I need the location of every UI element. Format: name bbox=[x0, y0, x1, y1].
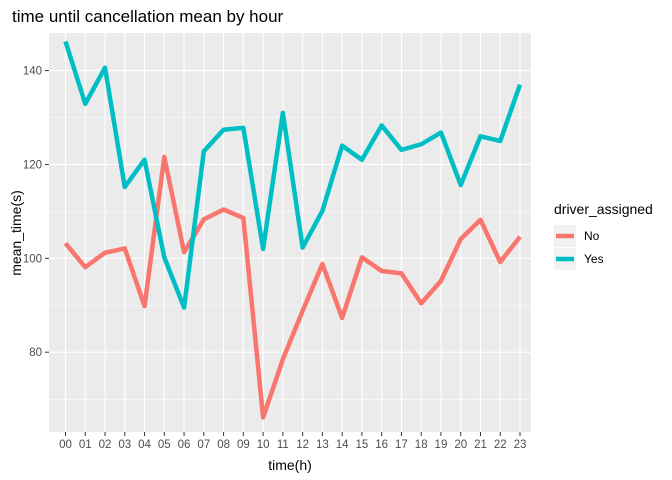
y-tick-label: 100 bbox=[23, 253, 42, 265]
x-tick-label: 09 bbox=[237, 439, 250, 451]
x-tick-label: 08 bbox=[217, 439, 230, 451]
y-axis-label: mean_time(s) bbox=[8, 190, 24, 276]
x-tick-label: 01 bbox=[79, 439, 92, 451]
chart-title: time until cancellation mean by hour bbox=[12, 7, 284, 26]
legend-item: Yes bbox=[554, 248, 604, 270]
y-tick-label: 80 bbox=[29, 347, 42, 359]
x-tick-label: 20 bbox=[454, 439, 467, 451]
x-tick-label: 03 bbox=[118, 439, 131, 451]
x-tick-label: 23 bbox=[514, 439, 527, 451]
legend-item: No bbox=[554, 225, 600, 247]
x-tick-label: 05 bbox=[158, 439, 171, 451]
x-tick-label: 12 bbox=[296, 439, 309, 451]
x-tick-label: 17 bbox=[395, 439, 408, 451]
legend-title: driver_assigned bbox=[554, 201, 653, 217]
legend-label: Yes bbox=[584, 252, 604, 266]
x-axis: 00 01 02 03 04 05 06 07 08 09 10 11 12 13 14 15 16 17 18 19… bbox=[59, 432, 526, 451]
x-tick-label: 00 bbox=[59, 439, 72, 451]
legend-label: No bbox=[584, 229, 600, 243]
x-tick-label: 10 bbox=[257, 439, 270, 451]
y-tick-label: 140 bbox=[23, 66, 42, 78]
x-tick-label: 11 bbox=[277, 439, 289, 451]
series-line-yes bbox=[63, 40, 523, 310]
x-tick-label: 13 bbox=[316, 439, 329, 451]
series-line-no bbox=[63, 154, 522, 420]
legend-items: No Yes bbox=[554, 225, 604, 270]
x-tick-label: 18 bbox=[415, 439, 428, 451]
x-axis-label: time(h) bbox=[268, 457, 312, 473]
x-tick-label: 04 bbox=[138, 439, 151, 451]
legend: driver_assigned No Yes bbox=[554, 201, 653, 270]
x-tick-label: 16 bbox=[375, 439, 388, 451]
x-tick-label: 19 bbox=[435, 439, 448, 451]
y-axis: 80 100 120 140 bbox=[23, 66, 49, 359]
series-lines bbox=[63, 40, 523, 420]
plot-panel bbox=[49, 33, 531, 432]
x-tick-label: 07 bbox=[197, 439, 210, 451]
x-tick-label: 06 bbox=[178, 439, 191, 451]
x-tick-label: 21 bbox=[474, 439, 487, 451]
x-tick-label: 15 bbox=[356, 439, 369, 451]
x-tick-label: 22 bbox=[494, 439, 507, 451]
x-tick-label: 02 bbox=[99, 439, 112, 451]
x-tick-label: 14 bbox=[336, 439, 349, 451]
y-tick-label: 120 bbox=[23, 159, 42, 171]
